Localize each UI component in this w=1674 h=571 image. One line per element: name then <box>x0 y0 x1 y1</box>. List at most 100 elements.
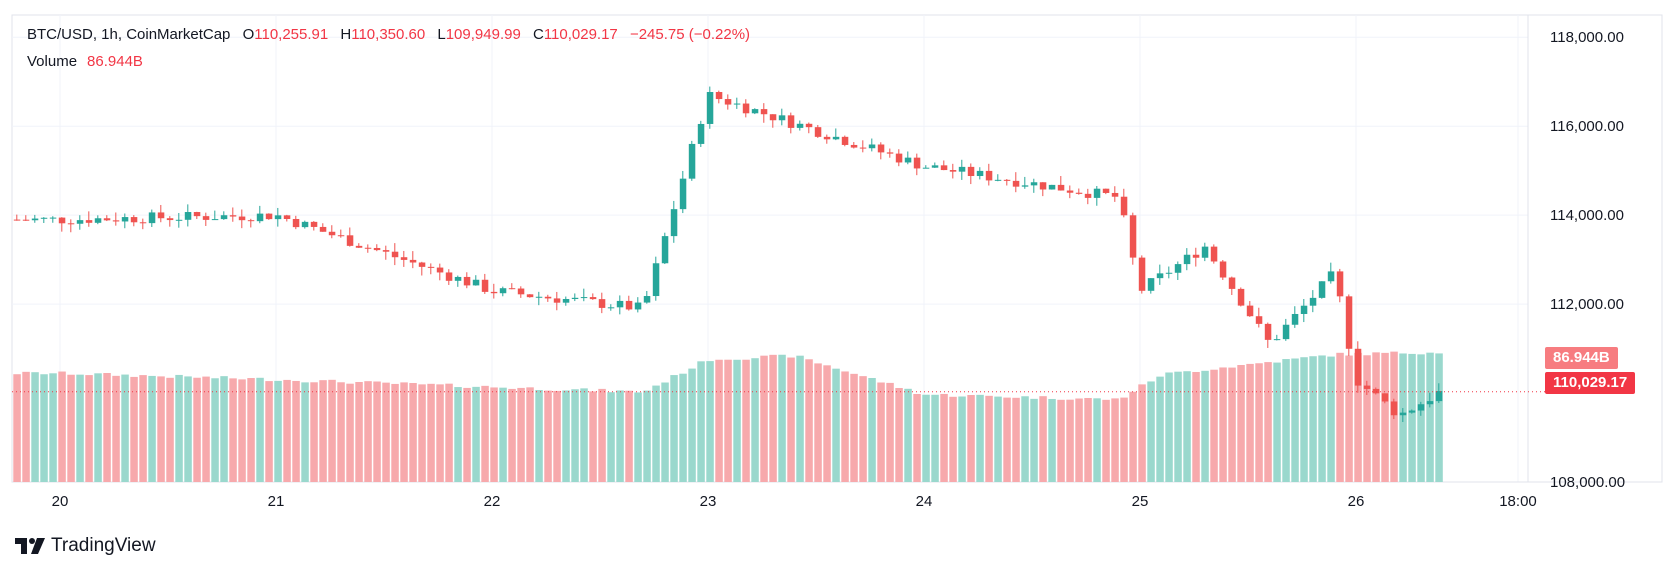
candle-body <box>409 259 417 263</box>
volume-price-tag: 86.944B <box>1545 347 1618 369</box>
candle-body <box>616 300 624 308</box>
candle-body <box>958 166 966 172</box>
volume-bar <box>211 378 219 482</box>
volume-bar <box>1336 352 1344 482</box>
x-tick-label: 18:00 <box>1499 493 1537 510</box>
close-value: 110,029.17 <box>543 26 618 43</box>
candle-body <box>481 279 489 292</box>
candle-body <box>94 218 102 223</box>
candle-body <box>76 220 84 224</box>
candle-body <box>895 153 903 163</box>
candle-body <box>1363 385 1371 389</box>
volume-bar <box>1264 362 1272 482</box>
candle-body <box>967 166 975 177</box>
candle-body <box>346 235 354 246</box>
candle-body <box>1066 190 1074 193</box>
volume-bar <box>1309 356 1317 482</box>
candle-body <box>256 213 264 222</box>
candle-body <box>571 297 579 300</box>
volume-bar <box>814 363 822 482</box>
candle-body <box>436 267 444 273</box>
volume-bar <box>364 381 372 482</box>
volume-bar <box>958 396 966 482</box>
candle-body <box>1273 339 1281 341</box>
candle-body <box>778 115 786 121</box>
volume-bar <box>103 373 111 482</box>
volume-bar <box>1318 355 1326 482</box>
volume-bar <box>1219 367 1227 482</box>
volume-bar <box>382 382 390 482</box>
volume-bar <box>1075 398 1083 482</box>
candle-body <box>589 297 597 300</box>
volume-bar <box>1417 354 1425 482</box>
candle-body <box>562 299 570 303</box>
change-value: −245.75 (−0.22%) <box>629 26 751 43</box>
volume-bar <box>292 380 300 482</box>
volume-bar <box>1246 363 1254 482</box>
candle-body <box>1039 182 1047 190</box>
volume-bar <box>346 383 354 482</box>
low-label: L <box>437 26 446 43</box>
y-tick-label: 108,000.00 <box>1550 474 1625 491</box>
volume-bar <box>112 375 120 482</box>
candle-body <box>877 144 885 153</box>
volume-bar <box>733 359 741 482</box>
volume-bar <box>688 368 696 482</box>
candle-body <box>787 115 795 128</box>
volume-bar <box>1192 371 1200 482</box>
candle-body <box>1093 188 1101 198</box>
volume-bar <box>895 387 903 482</box>
candle-body <box>319 226 327 232</box>
volume-bar <box>589 391 597 482</box>
volume-bar <box>1183 371 1191 482</box>
volume-bar <box>1345 355 1353 482</box>
candle-body <box>121 217 129 222</box>
volume-bar <box>355 381 363 482</box>
volume-bar <box>868 377 876 482</box>
volume-bar <box>1012 397 1020 482</box>
candle-body <box>904 157 912 163</box>
candle-body <box>373 247 381 251</box>
volume-bar <box>481 385 489 482</box>
volume-bar <box>139 375 147 482</box>
volume-bar <box>337 382 345 482</box>
candle-body <box>598 299 606 308</box>
brand-name: TradingView <box>51 535 156 556</box>
volume-bar <box>580 388 588 482</box>
candle-body <box>1048 184 1056 190</box>
candle-body <box>1435 391 1443 402</box>
volume-bar <box>463 387 471 482</box>
tradingview-logo[interactable]: TradingView <box>15 535 156 557</box>
volume-bar <box>949 396 957 482</box>
x-tick-label: 22 <box>484 493 501 510</box>
candle-body <box>940 165 948 171</box>
volume-bar <box>184 376 192 482</box>
candle-body <box>1228 277 1236 289</box>
volume-bar <box>1057 399 1065 482</box>
volume-bar <box>643 390 651 482</box>
candle-body <box>760 109 768 115</box>
volume-bar <box>1138 384 1146 482</box>
candle-body <box>931 165 939 168</box>
candle-body <box>922 167 930 169</box>
volume-bar <box>634 392 642 482</box>
volume-bar <box>751 358 759 482</box>
candle-body <box>751 109 759 114</box>
candle-body <box>976 170 984 177</box>
volume-bar <box>166 377 174 482</box>
volume-bar <box>40 374 48 482</box>
candle-body <box>814 127 822 137</box>
volume-bar <box>760 355 768 482</box>
volume-bar <box>553 390 561 482</box>
volume-bar <box>1381 352 1389 482</box>
volume-bar <box>328 379 336 482</box>
candle-body <box>1102 188 1110 193</box>
volume-bar <box>229 378 237 482</box>
candle-body <box>49 217 57 219</box>
volume-bar <box>1327 356 1335 482</box>
candle-body <box>283 215 291 219</box>
ohlc-legend: BTC/USD, 1h, CoinMarketCap O110,255.91 H… <box>27 26 758 43</box>
candle-body <box>1390 401 1398 416</box>
